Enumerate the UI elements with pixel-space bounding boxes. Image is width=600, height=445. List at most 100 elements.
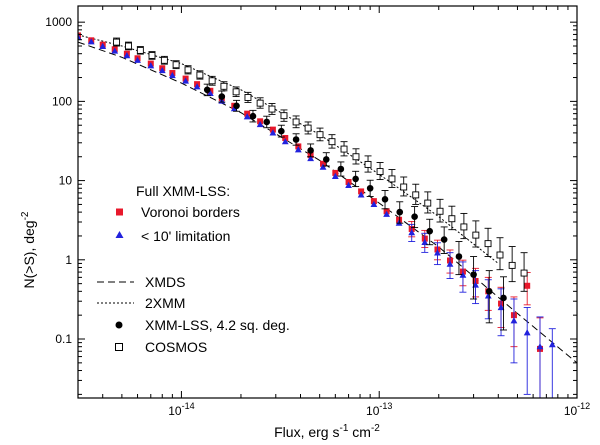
x-tick-label: 10-12: [564, 401, 590, 418]
data-point-xmm-lss-4-2-sq-deg: [203, 86, 211, 94]
data-point-xmm-lss-4-2-sq-deg: [337, 165, 345, 173]
data-point-10-limitation: [193, 83, 201, 90]
data-point-xmm-lss-4-2-sq-deg: [366, 184, 374, 192]
data-point-10-limitation: [345, 181, 352, 188]
data-point-cosmos: [136, 46, 144, 54]
data-point-10-limitation: [497, 303, 505, 311]
data-point-cosmos: [424, 199, 432, 207]
legend-label-xmds: XMDS: [145, 274, 185, 290]
y-axis-label-sup: -2: [20, 211, 31, 220]
data-point-xmm-lss-4-2-sq-deg: [307, 147, 314, 154]
data-point-10-limitation: [134, 56, 141, 63]
data-point-cosmos: [304, 124, 312, 132]
data-point-10-limitation: [548, 341, 556, 348]
y-tick-label: 10: [59, 174, 73, 188]
data-point-10-limitation: [206, 89, 214, 97]
data-point-xmm-lss-4-2-sq-deg: [322, 156, 330, 163]
data-point-xmm-lss-4-2-sq-deg: [278, 127, 285, 135]
data-point-cosmos: [520, 269, 528, 277]
legend-marker-cosmos: [115, 343, 123, 351]
x-tick-label: 10-14: [168, 401, 194, 418]
data-point-cosmos: [196, 71, 204, 79]
data-point-xmm-lss-4-2-sq-deg: [500, 294, 507, 302]
data-point-xmm-lss-4-2-sq-deg: [218, 93, 226, 100]
y-tick-label: 0.1: [55, 332, 72, 346]
data-point-10-limitation: [395, 219, 403, 226]
data-point-cosmos: [376, 168, 384, 176]
x-tick-label: 10-13: [366, 401, 392, 418]
data-point-cosmos: [292, 118, 300, 126]
data-point-10-limitation: [243, 113, 251, 120]
data-point-10-limitation: [331, 172, 339, 179]
data-point-voronoi-borders: [78, 32, 81, 39]
legend-upper: Full XMM-LSS: Voronoi borders < 10' limi…: [115, 183, 240, 244]
data-point-10-limitation: [256, 120, 264, 128]
y-tick-label: 1: [65, 253, 72, 267]
series-line-xmds: [78, 41, 577, 364]
x-axis-label: Flux, erg s-1 cm-2: [274, 423, 380, 440]
data-point-cosmos: [472, 231, 480, 239]
data-point-cosmos: [460, 223, 468, 231]
data-point-10-limitation: [99, 42, 107, 49]
data-point-cosmos: [268, 105, 276, 113]
data-point-cosmos: [244, 94, 252, 101]
data-point-cosmos: [496, 251, 504, 259]
x-axis-label-main: Flux, erg s: [274, 424, 339, 440]
data-point-xmm-lss-4-2-sq-deg: [485, 288, 493, 295]
data-point-cosmos: [436, 207, 444, 215]
data-point-cosmos: [232, 88, 240, 96]
data-point-voronoi-borders: [282, 134, 289, 141]
data-point-cosmos: [364, 160, 372, 168]
legend-marker-xmmlss: [115, 321, 123, 329]
data-point-10-limitation: [87, 38, 95, 45]
data-point-10-limitation: [408, 229, 416, 236]
data-point-cosmos: [388, 175, 396, 183]
data-point-10-limitation: [111, 47, 119, 54]
y-axis-label-main: N(>S), deg: [21, 220, 37, 288]
x-axis-label-sup2: -2: [371, 423, 380, 434]
legend-title: Full XMM-LSS:: [136, 183, 230, 199]
data-point-cosmos: [148, 52, 156, 59]
data-point-cosmos: [113, 38, 121, 46]
data-point-cosmos: [220, 82, 228, 90]
data-point-cosmos: [352, 153, 360, 161]
data-point-cosmos: [412, 191, 420, 199]
data-point-xmm-lss-4-2-sq-deg: [470, 271, 477, 278]
data-point-cosmos: [256, 99, 264, 107]
data-point-10-limitation: [147, 62, 155, 69]
data-point-xmm-lss-4-2-sq-deg: [249, 112, 257, 120]
data-point-cosmos: [280, 112, 288, 120]
legend-label-xmmlss: XMM-LSS, 4.2 sq. deg.: [145, 317, 290, 333]
x-tick-label-exp: -14: [182, 401, 195, 411]
data-point-cosmos: [328, 138, 336, 146]
data-point-10-limitation: [383, 210, 391, 217]
legend-lower: XMDS 2XMM XMM-LSS, 4.2 sq. deg. COSMOS: [97, 274, 290, 355]
data-point-10-limitation: [459, 271, 467, 278]
plot-frame: [77, 5, 578, 399]
data-point-xmm-lss-4-2-sq-deg: [396, 208, 404, 216]
legend-label-voronoi: Voronoi borders: [141, 204, 240, 220]
data-point-xmm-lss-4-2-sq-deg: [263, 118, 271, 126]
data-point-xmm-lss-4-2-sq-deg: [426, 227, 434, 235]
data-point-cosmos: [340, 145, 348, 153]
legend-marker-limitation: [115, 231, 124, 238]
x-tick-label-base: 10: [168, 404, 182, 418]
data-point-cosmos: [208, 77, 216, 85]
data-point-10-limitation: [123, 52, 131, 59]
x-tick-label-base: 10: [564, 404, 578, 418]
data-point-cosmos: [400, 183, 408, 191]
data-point-10-limitation: [182, 77, 190, 84]
data-point-10-limitation: [307, 154, 315, 162]
x-tick-label-exp: -12: [577, 401, 590, 411]
x-tick-label-base: 10: [366, 404, 380, 418]
data-point-10-limitation: [168, 71, 176, 79]
legend-label-limitation: < 10' limitation: [141, 228, 230, 244]
x-tick-label-exp: -13: [379, 401, 392, 411]
data-point-10-limitation: [158, 66, 166, 74]
data-point-10-limitation: [434, 249, 441, 256]
data-point-10-limitation: [319, 163, 327, 170]
data-point-xmm-lss-4-2-sq-deg: [233, 102, 240, 110]
data-point-xmm-lss-4-2-sq-deg: [292, 136, 300, 143]
legend-label-cosmos: COSMOS: [145, 339, 207, 355]
